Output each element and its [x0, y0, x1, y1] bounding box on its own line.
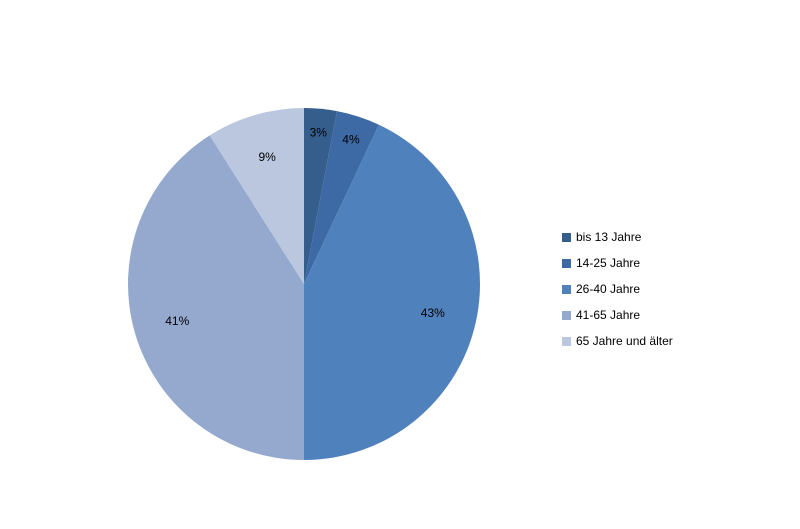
slice-labels: 3% 4% 43% 41% 9% — [165, 126, 445, 328]
slice-value-label: 4% — [342, 132, 360, 146]
legend-swatch — [562, 310, 571, 320]
legend: bis 13 Jahre 14-25 Jahre 26-40 Jahre 41-… — [562, 224, 673, 354]
legend-label: 14-25 Jahre — [576, 256, 641, 270]
pie-slice-bis-13-jahre — [304, 108, 337, 284]
legend-label: 41-65 Jahre — [576, 308, 641, 322]
pie-slice-41-65-jahre — [127, 135, 304, 461]
legend-label: 26-40 Jahre — [576, 282, 641, 296]
legend-item-26-40-jahre: 26-40 Jahre — [562, 276, 673, 302]
pie-slices — [127, 108, 480, 461]
pie-slice-26-40-jahre — [304, 124, 480, 461]
slice-value-label: 41% — [165, 314, 189, 328]
legend-item-41-65-jahre: 41-65 Jahre — [562, 302, 673, 328]
pie-slice-14-25-jahre — [304, 111, 379, 284]
slice-value-label: 3% — [310, 126, 328, 140]
pie-slice-65-jahre-und-lter — [209, 108, 304, 284]
legend-swatch — [562, 336, 571, 346]
slice-value-label: 43% — [421, 306, 445, 320]
legend-item-14-25-jahre: 14-25 Jahre — [562, 250, 673, 276]
legend-label: bis 13 Jahre — [576, 230, 642, 244]
slice-value-label: 9% — [259, 150, 277, 164]
legend-swatch — [562, 284, 571, 294]
legend-item-bis-13-jahre: bis 13 Jahre — [562, 224, 673, 250]
legend-item-65-jahre-und-aelter: 65 Jahre und älter — [562, 328, 673, 354]
legend-swatch — [562, 258, 571, 268]
legend-label: 65 Jahre und älter — [576, 334, 673, 348]
legend-swatch — [562, 232, 571, 242]
